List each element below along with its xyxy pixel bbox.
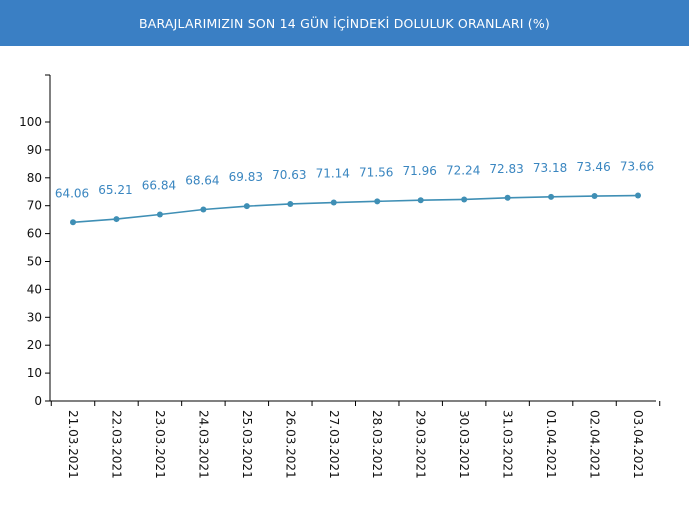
chart-header: BARAJLARIMIZIN SON 14 GÜN İÇİNDEKİ DOLUL… <box>0 0 689 46</box>
y-axis: 0 10 20 30 40 50 60 70 80 90 100 <box>19 74 51 408</box>
data-label: 69.83 <box>229 170 263 184</box>
data-point <box>156 211 163 218</box>
y-tick-label: 70 <box>27 199 42 213</box>
data-label: 72.24 <box>446 163 480 177</box>
x-tick-label: 26.03.2021 <box>283 410 297 479</box>
data-label: 71.56 <box>359 165 393 179</box>
x-tick-label: 21.03.2021 <box>66 410 80 479</box>
data-point <box>548 193 555 200</box>
series-group: 64.06 65.21 66.84 68.64 69.83 70.63 71.14 71.56… <box>55 159 654 226</box>
data-label: 73.18 <box>533 161 567 175</box>
line-chart: 0 10 20 30 40 50 60 70 80 90 100 21.03.2021 22.03.2… <box>19 74 661 479</box>
y-tick-label: 80 <box>27 171 42 185</box>
y-tick-label: 30 <box>27 310 42 324</box>
x-tick-label: 29.03.2021 <box>414 410 428 479</box>
data-point <box>591 193 598 200</box>
data-point <box>287 200 294 207</box>
data-point <box>243 203 250 210</box>
data-label: 73.66 <box>620 159 654 173</box>
data-point <box>70 219 76 226</box>
data-label: 73.46 <box>576 160 610 174</box>
y-tick-label: 50 <box>27 255 42 269</box>
data-label: 68.64 <box>185 173 219 187</box>
data-label: 64.06 <box>55 186 89 200</box>
data-point <box>113 216 120 223</box>
x-tick-label: 03.04.2021 <box>631 410 645 479</box>
x-axis: 21.03.2021 22.03.2021 23.03.2021 24.03.2021… <box>50 400 661 479</box>
y-tick-label: 40 <box>27 282 42 296</box>
x-tick-label: 27.03.2021 <box>327 410 341 479</box>
data-point <box>417 197 424 204</box>
x-tick-label: 28.03.2021 <box>370 410 384 479</box>
data-point <box>330 199 337 206</box>
data-label: 72.83 <box>489 162 523 176</box>
chart-title: BARAJLARIMIZIN SON 14 GÜN İÇİNDEKİ DOLUL… <box>138 15 551 31</box>
data-point <box>504 194 511 201</box>
x-tick-label: 22.03.2021 <box>109 410 123 479</box>
x-tick-label: 25.03.2021 <box>240 410 254 479</box>
x-tick-label: 02.04.2021 <box>588 410 602 479</box>
y-tick-label: 20 <box>27 338 42 352</box>
data-point <box>635 192 641 199</box>
data-label: 65.21 <box>98 183 132 197</box>
y-tick-label: 90 <box>27 143 42 157</box>
y-tick-label: 100 <box>19 115 42 129</box>
x-tick-label: 01.04.2021 <box>544 410 558 479</box>
data-point <box>200 206 207 213</box>
x-tick-label: 31.03.2021 <box>501 410 515 479</box>
x-tick-label: 23.03.2021 <box>153 410 167 479</box>
x-tick-label: 30.03.2021 <box>457 410 471 479</box>
data-label: 70.63 <box>272 168 306 182</box>
data-label: 66.84 <box>142 179 176 193</box>
y-tick-label: 60 <box>27 227 42 241</box>
data-label: 71.14 <box>316 167 350 181</box>
y-tick-label: 10 <box>27 366 42 380</box>
data-label: 71.96 <box>403 164 437 178</box>
y-tick-label: 0 <box>34 394 42 408</box>
x-tick-label: 24.03.2021 <box>196 410 210 479</box>
data-point <box>374 198 381 205</box>
series-line <box>72 194 639 224</box>
data-point <box>461 196 468 203</box>
